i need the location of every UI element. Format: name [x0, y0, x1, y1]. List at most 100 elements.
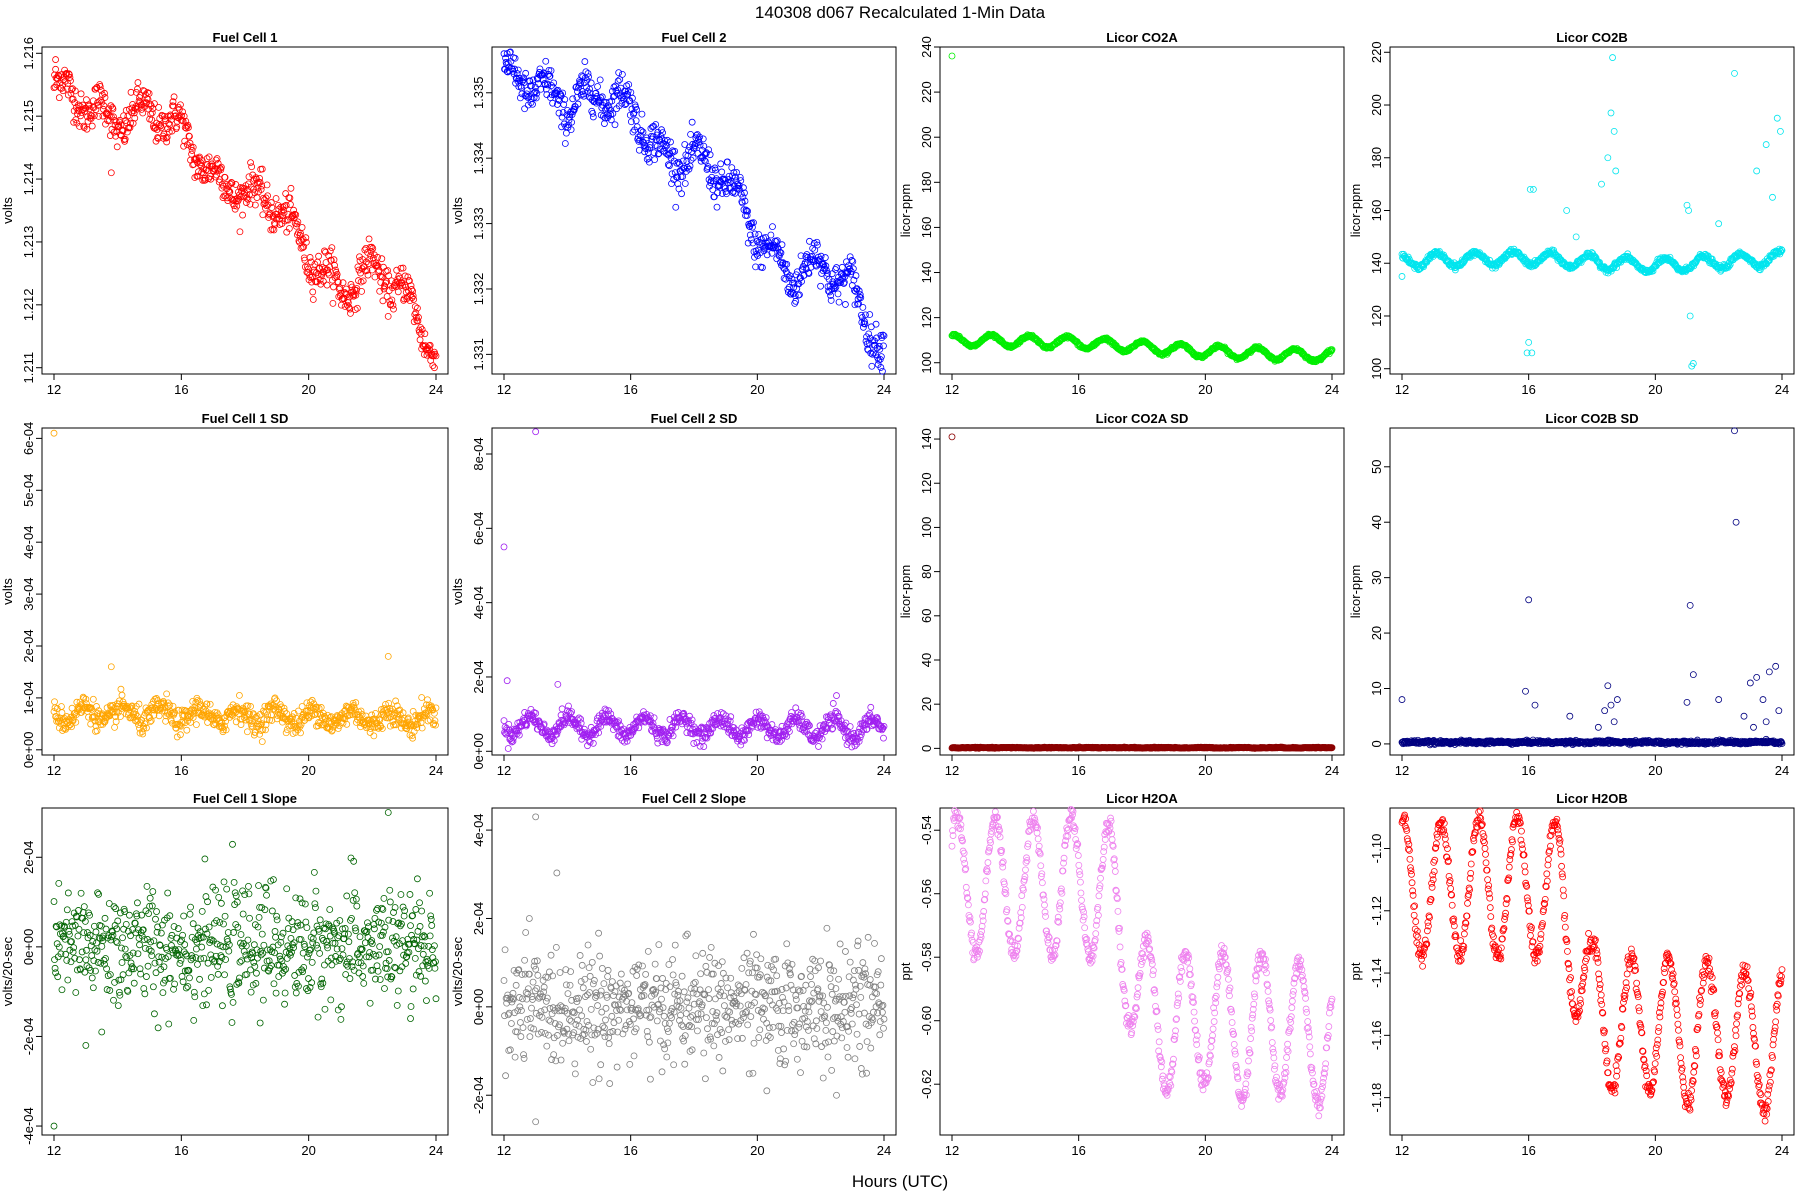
panel-2-ytick-label-0: 1.331: [471, 338, 486, 371]
panel-2-point: [718, 168, 726, 176]
panel-1-point: [96, 83, 104, 90]
panel-2-point: [550, 79, 558, 87]
panel-2-point: [769, 223, 776, 231]
panel-1-point: [430, 352, 438, 360]
panel-6-point: [504, 745, 512, 752]
panel-1-point: [225, 189, 233, 196]
panel-1-point: [151, 100, 158, 108]
panel-2-point: [626, 111, 634, 119]
panel-1-point: [294, 218, 302, 226]
panel-4-outlier: [1731, 69, 1738, 77]
panel-1-point: [404, 287, 412, 295]
panel-1-point: [142, 99, 150, 107]
panel-5-point: [372, 709, 379, 717]
panel-2-point: [529, 76, 537, 84]
panel-2-point: [633, 123, 641, 131]
panel-1-point: [226, 188, 234, 196]
panel-3-ytick-label-2: 140: [919, 262, 934, 284]
panel-1-point: [213, 155, 221, 162]
panel-1-point: [110, 128, 118, 136]
panel-5-point: [258, 738, 266, 746]
panel-6-outlier: [503, 677, 511, 685]
panel-4-ytick-label-5: 200: [1369, 94, 1384, 116]
panel-1-point: [415, 313, 422, 321]
panel-1-point: [242, 199, 250, 206]
figure-xlabel: Hours (UTC): [852, 1172, 948, 1191]
panel-6-point: [880, 734, 887, 742]
panel-2-point: [536, 65, 544, 73]
panel-1-ytick-label-1: 1.212: [21, 289, 36, 322]
panel-2-point: [522, 69, 530, 77]
panel-4-xtick-label-3: 24: [1775, 382, 1789, 397]
panel-4-ytick-label-3: 160: [1369, 200, 1384, 222]
panel-2-point: [586, 85, 594, 93]
panel-3-frame: [939, 46, 1345, 375]
panels: Fuel Cell 112 16 20 241.2111.2121.2131.2141…: [0, 30, 1795, 1158]
panel-6-ytick-label-1: 2e-04: [471, 660, 486, 693]
panel-4-xtick-label-2: 20: [1648, 382, 1662, 397]
panel-2-point: [669, 148, 677, 156]
panel-2-point: [697, 157, 705, 165]
panel-1-point: [230, 197, 237, 204]
panel-2-point: [679, 173, 687, 181]
panel-1-point: [364, 271, 372, 279]
panel-5-ytick-label-1: 1e-04: [21, 681, 36, 714]
panel-1-point: [414, 304, 421, 312]
panel-1-point: [88, 112, 96, 120]
panel-2-point: [732, 173, 739, 181]
panel-2-point: [567, 126, 575, 134]
panel-2-point: [574, 100, 582, 108]
panel-1-point: [291, 210, 299, 218]
panel-4-outlier: [1769, 193, 1776, 201]
panel-4-ytick-label-6: 220: [1369, 41, 1384, 63]
panel-6-outlier: [532, 428, 540, 436]
panel-2-point: [629, 128, 637, 136]
panel-1-point: [308, 278, 316, 286]
panel-1-point: [258, 165, 266, 173]
panel-4-outlier: [1773, 114, 1781, 122]
panel-1-point: [157, 124, 165, 132]
panel-2-point: [880, 342, 887, 350]
panel-1-point: [119, 126, 126, 134]
panel-1-point: [414, 317, 422, 325]
panel-1-point: [369, 245, 377, 252]
panel-1-point: [134, 85, 141, 93]
panel-7-ytick-label-7: 140: [919, 428, 934, 450]
panel-1-point: [212, 156, 220, 164]
panel-2-point: [639, 128, 647, 136]
panel-1-point: [309, 296, 317, 303]
panel-1-point: [245, 173, 253, 181]
panel-1-point: [404, 273, 412, 281]
panel-1-point: [301, 256, 309, 264]
panel-1-point: [379, 297, 387, 305]
panel-1-point: [256, 178, 264, 186]
panel-2-point: [506, 48, 514, 56]
panel-1-point: [67, 77, 74, 85]
panel-2-point: [672, 203, 680, 211]
panel-4-outlier: [1598, 180, 1605, 188]
panel-1-point: [198, 157, 206, 164]
panel-1-point: [388, 296, 396, 304]
panel-3-ytick-label-0: 100: [919, 352, 934, 374]
panel-1-point: [228, 179, 236, 187]
panel-6-title: Fuel Cell 2 SD: [651, 411, 738, 426]
panel-2-point: [587, 79, 595, 87]
panel-1-point: [383, 278, 390, 286]
panel-2-point: [581, 58, 589, 65]
panel-1-point: [368, 266, 376, 274]
panel-7-ylabel: licor-ppm: [898, 565, 913, 618]
panel-1-point: [333, 271, 341, 278]
panel-7-ytick-label-6: 120: [919, 472, 934, 494]
panel-1-point: [374, 253, 381, 261]
panel-1-point: [128, 109, 135, 117]
panel-1-point: [59, 87, 67, 95]
panel-4-outlier: [1686, 312, 1694, 320]
panel-1-point: [251, 201, 259, 209]
panel-1-point: [86, 105, 93, 113]
panel-2-point: [679, 157, 687, 165]
panel-5-ylabel: volts: [0, 578, 15, 605]
panel-1-point: [376, 287, 384, 295]
panel-2-point: [570, 106, 578, 114]
panel-1-point: [191, 174, 199, 181]
